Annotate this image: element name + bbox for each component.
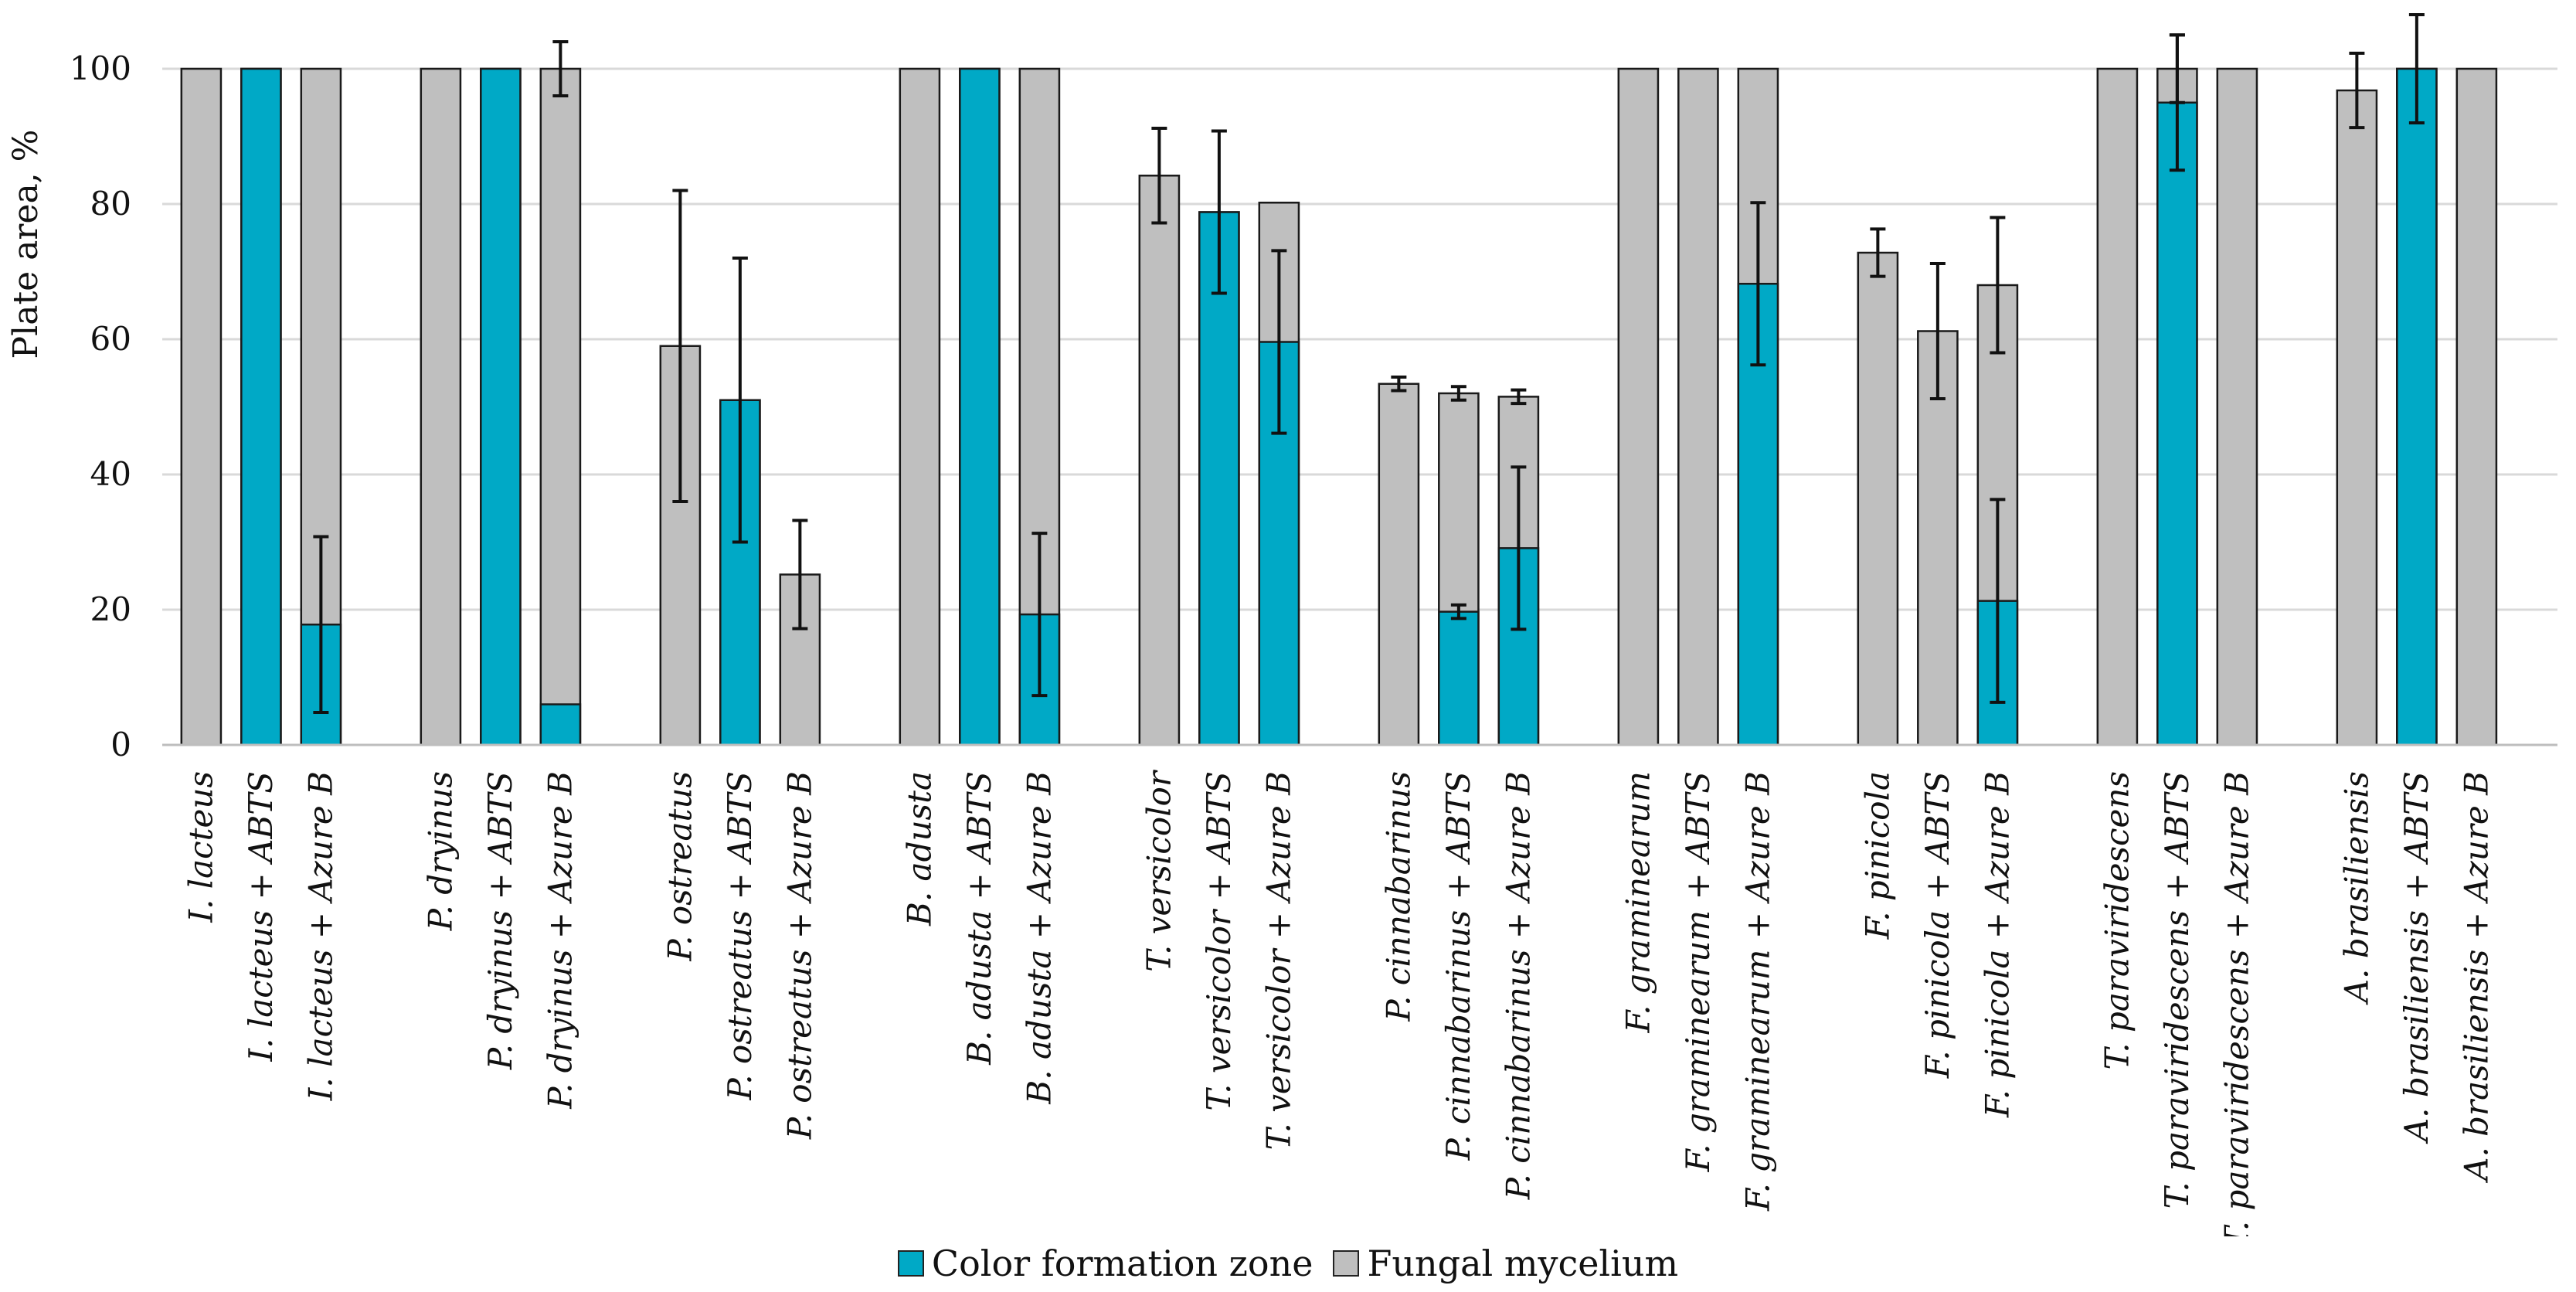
bar-mycelium bbox=[180, 67, 223, 746]
x-category-label: I. lacteus + ABTS bbox=[242, 771, 280, 1062]
x-category-label: F. graminearum + Azure B bbox=[1738, 771, 1776, 1212]
y-tick-label: 20 bbox=[90, 590, 131, 628]
bar-color-zone bbox=[1198, 211, 1240, 746]
legend-swatch-color-zone bbox=[897, 1250, 924, 1277]
x-category-label: P. dryinus + ABTS bbox=[481, 771, 519, 1070]
bar-color-zone bbox=[480, 67, 522, 746]
bar-mycelium bbox=[2216, 67, 2258, 746]
legend-item-color-zone: Color formation zone bbox=[897, 1243, 1313, 1284]
x-category-label: F. pinicola + Azure B bbox=[1978, 771, 2016, 1118]
bar-mycelium bbox=[899, 67, 941, 746]
bar-mycelium bbox=[1617, 67, 1660, 746]
bar-mycelium bbox=[2336, 89, 2378, 746]
x-category-label: T. versicolor + Azure B bbox=[1259, 771, 1297, 1150]
x-category-label: P. dryinus bbox=[421, 771, 459, 931]
y-tick-label: 60 bbox=[90, 320, 131, 358]
x-category-label: T. versicolor bbox=[1140, 769, 1178, 972]
bar-mycelium bbox=[1857, 251, 1899, 746]
bar-mycelium bbox=[420, 67, 462, 746]
y-tick-label: 100 bbox=[70, 49, 131, 87]
y-axis-title: Plate area, % bbox=[6, 130, 46, 359]
x-category-label: A. brasiliensis + ABTS bbox=[2398, 771, 2435, 1144]
bar-mycelium bbox=[1378, 382, 1420, 746]
bar-mycelium bbox=[2096, 67, 2139, 746]
x-category-label: P. dryinus + Azure B bbox=[541, 771, 579, 1110]
x-category-label: F. graminearum bbox=[1619, 771, 1657, 1033]
x-category-label: A. brasiliensis + Azure B bbox=[2457, 771, 2495, 1184]
x-category-label: F. pinicola + ABTS bbox=[1918, 771, 1956, 1079]
y-tick-label: 80 bbox=[90, 185, 131, 223]
gridlines bbox=[162, 67, 2557, 611]
category-labels: I. lacteus I. lacteus + ABTS I. lacteus + … bbox=[182, 769, 2495, 1236]
bar-color-zone bbox=[2156, 101, 2198, 746]
x-category-label: I. lacteus + Azure B bbox=[301, 771, 339, 1101]
bar-mycelium bbox=[1677, 67, 1719, 746]
x-category-label: T. versicolor + ABTS bbox=[1200, 771, 1238, 1111]
y-tick-label: 40 bbox=[90, 455, 131, 493]
x-category-label: T. paraviridescens + Azure B bbox=[2217, 771, 2255, 1236]
bar-color-zone bbox=[2396, 67, 2438, 746]
legend-label-mycelium: Fungal mycelium bbox=[1367, 1243, 1679, 1284]
bar-color-zone bbox=[539, 703, 582, 746]
x-category-label: P. ostreatus bbox=[661, 771, 698, 962]
bar-mycelium bbox=[1138, 175, 1181, 746]
x-category-label: P. cinnabarinus + Azure B bbox=[1499, 771, 1537, 1200]
x-category-label: I. lacteus bbox=[182, 771, 219, 923]
legend-swatch-mycelium bbox=[1333, 1250, 1360, 1277]
x-category-label: T. paraviridescens + ABTS bbox=[2158, 771, 2196, 1209]
axes: 0 20 40 60 80 100 bbox=[70, 49, 2557, 763]
x-category-label: P. ostreatus + ABTS bbox=[721, 771, 759, 1101]
bar-mycelium bbox=[2455, 67, 2498, 746]
x-category-label: A. brasiliensis bbox=[2337, 771, 2375, 1005]
bar-color-zone bbox=[1438, 610, 1480, 746]
legend-label-color-zone: Color formation zone bbox=[931, 1243, 1313, 1284]
x-category-label: P. cinnabarinus + ABTS bbox=[1439, 771, 1477, 1161]
x-category-label: T. paraviridescens bbox=[2098, 771, 2136, 1070]
bar-color-zone bbox=[240, 67, 282, 746]
y-tick-label: 0 bbox=[110, 726, 131, 763]
x-category-label: F. graminearum + ABTS bbox=[1679, 771, 1717, 1172]
x-category-label: B. adusta + Azure B bbox=[1020, 771, 1058, 1105]
legend: Color formation zone Fungal mycelium bbox=[0, 1236, 2576, 1290]
legend-item-mycelium: Fungal mycelium bbox=[1333, 1243, 1678, 1284]
x-category-label: P. cinnabarinus bbox=[1379, 771, 1417, 1022]
x-category-label: P. ostreatus + Azure B bbox=[780, 771, 818, 1140]
x-category-label: F. pinicola bbox=[1858, 771, 1896, 940]
bar-color-zone bbox=[959, 67, 1001, 746]
stacked-bar-chart: 0 20 40 60 80 100 I. lacteus I. lacteus + ABTS… bbox=[6, 13, 2557, 1236]
x-category-label: B. adusta bbox=[900, 771, 938, 926]
x-category-label: B. adusta + ABTS bbox=[960, 771, 998, 1066]
bar-mycelium bbox=[539, 67, 582, 746]
bars bbox=[180, 13, 2498, 746]
